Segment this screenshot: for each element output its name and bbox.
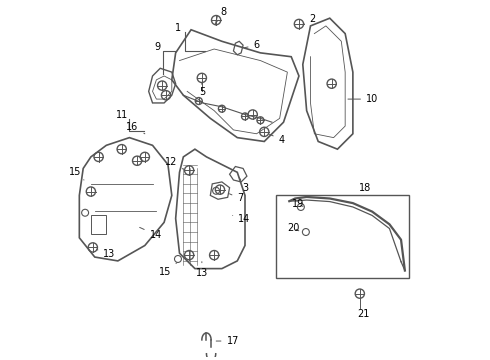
Text: 12: 12 — [165, 157, 183, 169]
Text: 4: 4 — [269, 134, 285, 145]
Text: 1: 1 — [174, 23, 181, 33]
Text: 7: 7 — [229, 193, 244, 203]
Text: 8: 8 — [217, 8, 227, 21]
Text: 14: 14 — [140, 228, 162, 240]
Text: 13: 13 — [97, 249, 116, 259]
Text: 5: 5 — [199, 82, 205, 97]
FancyBboxPatch shape — [276, 195, 409, 278]
Text: 21: 21 — [358, 309, 370, 319]
Text: 15: 15 — [69, 167, 84, 180]
Text: 20: 20 — [287, 223, 300, 233]
Text: 10: 10 — [348, 94, 378, 104]
Text: 15: 15 — [159, 262, 177, 278]
Text: 16: 16 — [126, 122, 145, 134]
Text: 13: 13 — [196, 262, 208, 278]
Text: 9: 9 — [154, 42, 160, 52]
Text: 14: 14 — [233, 214, 250, 224]
Text: 3: 3 — [239, 178, 249, 193]
Text: 17: 17 — [216, 336, 239, 346]
Text: 18: 18 — [359, 183, 371, 193]
Text: 11: 11 — [116, 110, 128, 120]
Text: 6: 6 — [245, 40, 260, 50]
Text: 2: 2 — [304, 14, 316, 24]
Text: 19: 19 — [292, 199, 304, 209]
